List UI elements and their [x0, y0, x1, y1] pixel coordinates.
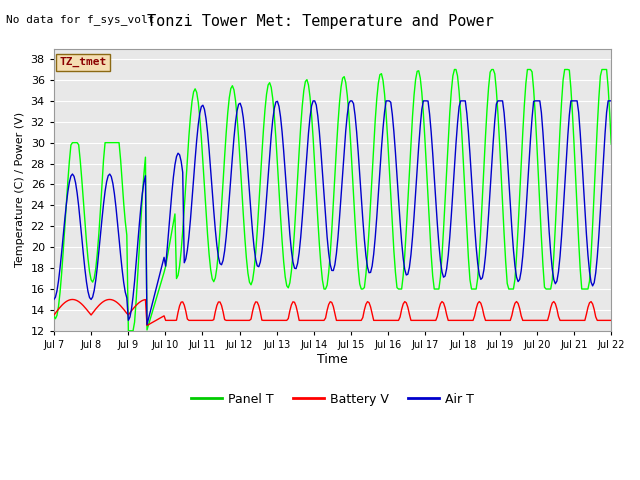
Text: TZ_tmet: TZ_tmet	[60, 57, 107, 67]
Y-axis label: Temperature (C) / Power (V): Temperature (C) / Power (V)	[15, 112, 25, 267]
Text: Tonzi Tower Met: Temperature and Power: Tonzi Tower Met: Temperature and Power	[147, 14, 493, 29]
Legend: Panel T, Battery V, Air T: Panel T, Battery V, Air T	[186, 388, 479, 411]
X-axis label: Time: Time	[317, 353, 348, 366]
Text: No data for f_sys_volt: No data for f_sys_volt	[6, 14, 155, 25]
